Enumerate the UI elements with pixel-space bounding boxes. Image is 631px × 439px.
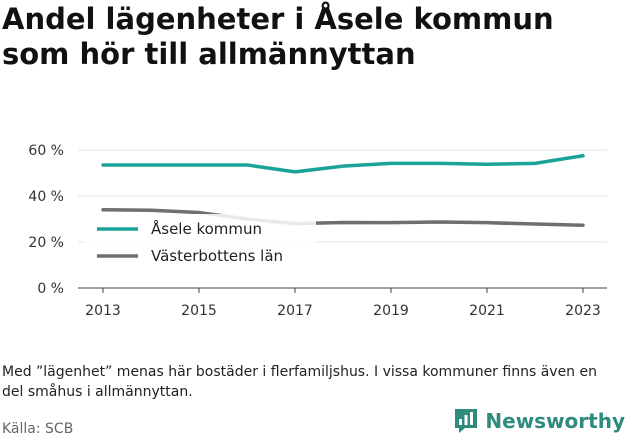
chart-title: Andel lägenheter i Åsele kommun som hör … — [2, 2, 554, 71]
x-tick-label: 2023 — [565, 303, 601, 319]
footnote: Med ”lägenhet” menas här bostäder i fler… — [2, 364, 597, 400]
legend-label: Åsele kommun — [151, 219, 262, 238]
y-tick-label: 60 % — [28, 143, 64, 159]
x-tick-label: 2021 — [469, 303, 505, 319]
legend-background — [86, 214, 316, 270]
bar-chart-speech-icon — [455, 409, 478, 433]
line-chart: 0 % 20 % 40 % 60 % 2013 2015 2017 2019 2021 2023… — [28, 143, 607, 319]
x-axis: 2013 2015 2017 2019 2021 2023 — [85, 288, 601, 319]
y-tick-label: 0 % — [37, 281, 64, 297]
series-lines — [101, 154, 585, 227]
x-tick-label: 2015 — [181, 303, 217, 319]
y-axis: 0 % 20 % 40 % 60 % — [28, 143, 64, 297]
x-tick-label: 2013 — [85, 303, 121, 319]
legend-label: Västerbottens län — [151, 247, 283, 265]
y-tick-label: 20 % — [28, 235, 64, 251]
brand-logo: Newsworthy — [453, 407, 625, 435]
legend: Åsele kommun Västerbottens län — [86, 214, 316, 270]
y-tick-label: 40 % — [28, 189, 64, 205]
brand-name: Newsworthy — [485, 409, 625, 433]
series-line-2 — [101, 208, 585, 227]
source-label: Källa: SCB — [2, 421, 74, 437]
series-line-1 — [101, 154, 585, 174]
x-tick-label: 2019 — [373, 303, 409, 319]
x-tick-label: 2017 — [277, 303, 313, 319]
